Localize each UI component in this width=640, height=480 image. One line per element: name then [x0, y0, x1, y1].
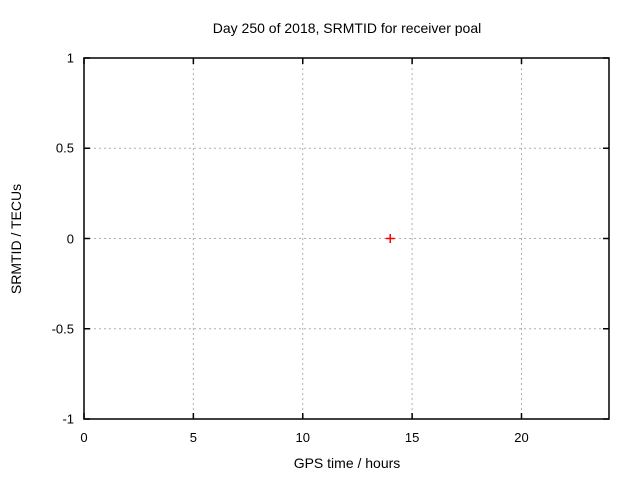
y-tick-label: 1 [66, 50, 74, 66]
y-tick-label: -0.5 [51, 321, 74, 337]
y-tick-label: 0 [66, 231, 74, 246]
data-point-marker [385, 234, 395, 243]
x-tick-label: 20 [514, 430, 529, 445]
x-tick-label: 15 [404, 430, 420, 445]
x-tick-label: 0 [80, 430, 88, 445]
x-tick-label: 10 [295, 430, 310, 445]
x-axis-title: GPS time / hours [293, 455, 401, 471]
chart-title: Day 250 of 2018, SRMTID for receiver poa… [212, 20, 482, 36]
y-tick-label: 0.5 [55, 140, 74, 156]
y-tick-label: -1 [62, 411, 74, 427]
x-tick-label: 5 [189, 430, 197, 445]
